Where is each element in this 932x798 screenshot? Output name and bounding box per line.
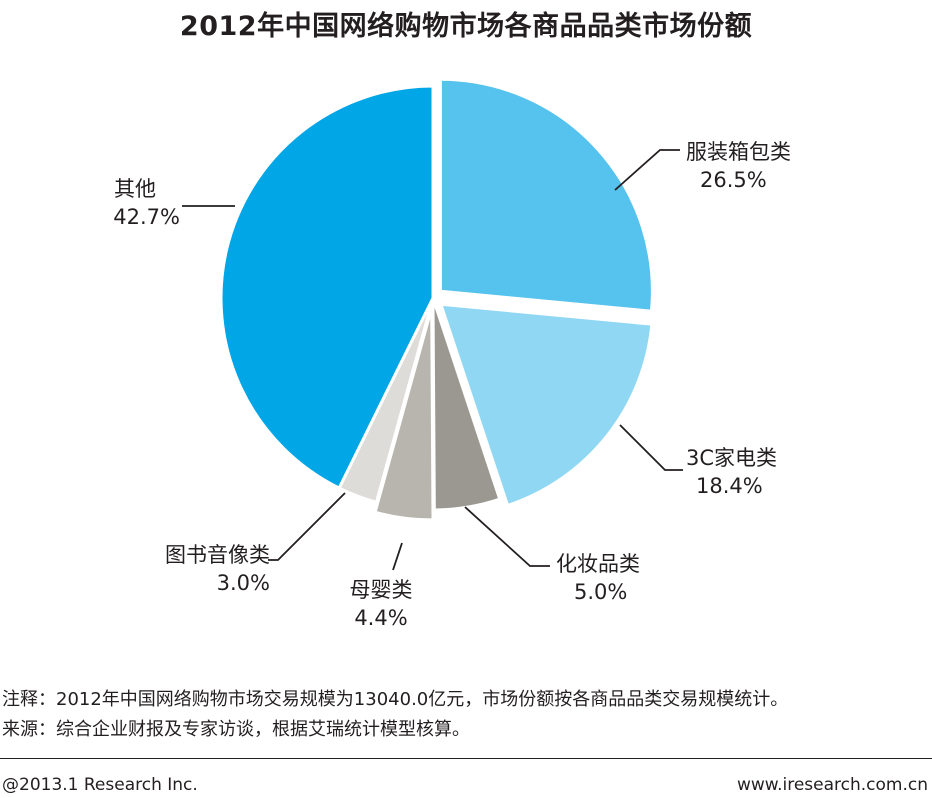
- leader-line-cosmetics: [464, 506, 550, 567]
- slice-name-baby: 母婴类: [349, 578, 413, 602]
- pie-slice-baby: [373, 307, 435, 522]
- slice-value-cosmetics: 5.0%: [574, 580, 628, 604]
- slice-value-other: 42.7%: [113, 205, 180, 229]
- pie-slices: [219, 77, 654, 522]
- leader-line-fashion: [614, 149, 680, 191]
- pie-slice-electronics: [438, 302, 654, 508]
- slice-name-other: 其他: [114, 177, 156, 201]
- slice-label-books: 图书音像类 3.0%: [130, 541, 270, 597]
- slice-value-fashion: 26.5%: [700, 168, 767, 192]
- source-text: 来源：综合企业财报及专家访谈，根据艾瑞统计模型核算。: [2, 719, 470, 740]
- slice-name-electronics: 3C家电类: [686, 446, 778, 470]
- slice-name-fashion: 服装箱包类: [686, 140, 791, 164]
- slice-value-electronics: 18.4%: [696, 474, 763, 498]
- leader-line-electronics: [619, 424, 683, 471]
- slice-label-cosmetics: 化妆品类 5.0%: [556, 550, 640, 606]
- note-text: 注释：2012年中国网络购物市场交易规模为13040.0亿元，市场份额按各商品品…: [2, 689, 789, 710]
- slice-label-electronics: 3C家电类 18.4%: [686, 444, 777, 500]
- slice-name-books: 图书音像类: [165, 543, 270, 567]
- leader-lines: [182, 149, 683, 571]
- slice-label-baby: 母婴类 4.4%: [336, 576, 426, 632]
- footer-url: www.iresearch.com.cn: [736, 775, 928, 795]
- slice-label-other: 其他 42.7%: [90, 175, 180, 231]
- footer-copyright: @2013.1 Research Inc.: [2, 775, 198, 795]
- slice-value-books: 3.0%: [216, 571, 270, 595]
- slice-value-baby: 4.4%: [354, 606, 408, 630]
- leader-line-baby: [392, 542, 403, 571]
- slice-name-cosmetics: 化妆品类: [556, 552, 640, 576]
- pie-slice-fashion: [438, 77, 654, 313]
- chart-title: 2012年中国网络购物市场各商品品类市场份额: [179, 11, 753, 42]
- slice-label-fashion: 服装箱包类 26.5%: [686, 138, 791, 194]
- leader-line-books: [268, 492, 346, 561]
- footer-divider: [0, 758, 932, 759]
- pie-slice-other: [219, 84, 435, 491]
